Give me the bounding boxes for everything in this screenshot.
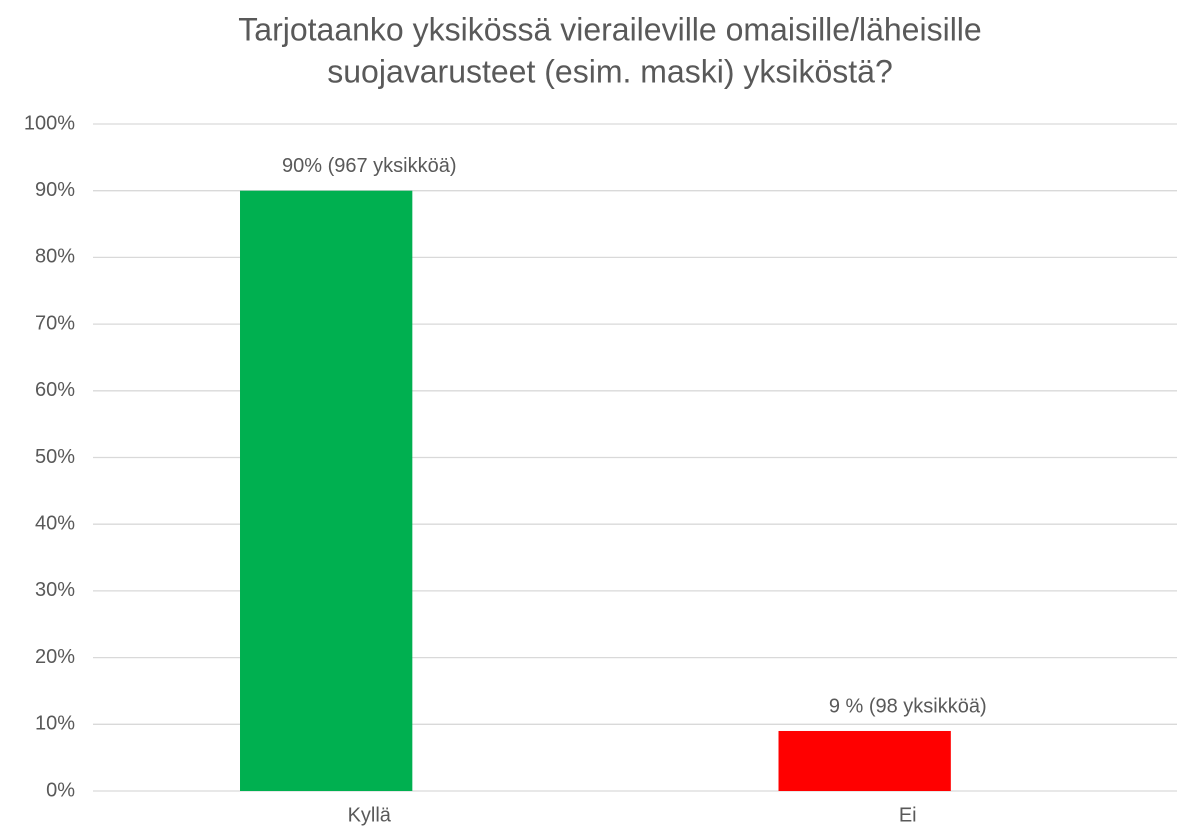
- y-tick-label: 60%: [35, 379, 75, 401]
- bar: [778, 730, 951, 791]
- y-tick-label: 70%: [35, 312, 75, 334]
- y-tick-label: 20%: [35, 646, 75, 668]
- x-tick-label: Ei: [899, 804, 917, 826]
- y-tick-label: 100%: [24, 112, 75, 134]
- chart-title-line: suojavarusteet (esim. maski) yksiköstä?: [327, 53, 893, 89]
- value-label: 90% (967 yksikköä): [282, 155, 457, 177]
- y-tick-label: 80%: [35, 246, 75, 268]
- y-tick-label: 90%: [35, 179, 75, 201]
- y-tick-label: 30%: [35, 579, 75, 601]
- y-tick-label: 0%: [46, 779, 75, 801]
- value-label: 9 % (98 yksikköä): [829, 695, 987, 717]
- y-tick-label: 40%: [35, 512, 75, 534]
- bar: [240, 190, 413, 791]
- y-tick-label: 10%: [35, 713, 75, 735]
- y-tick-label: 50%: [35, 446, 75, 468]
- chart-title-line: Tarjotaanko yksikössä vieraileville omai…: [238, 11, 981, 47]
- x-tick-label: Kyllä: [348, 804, 392, 826]
